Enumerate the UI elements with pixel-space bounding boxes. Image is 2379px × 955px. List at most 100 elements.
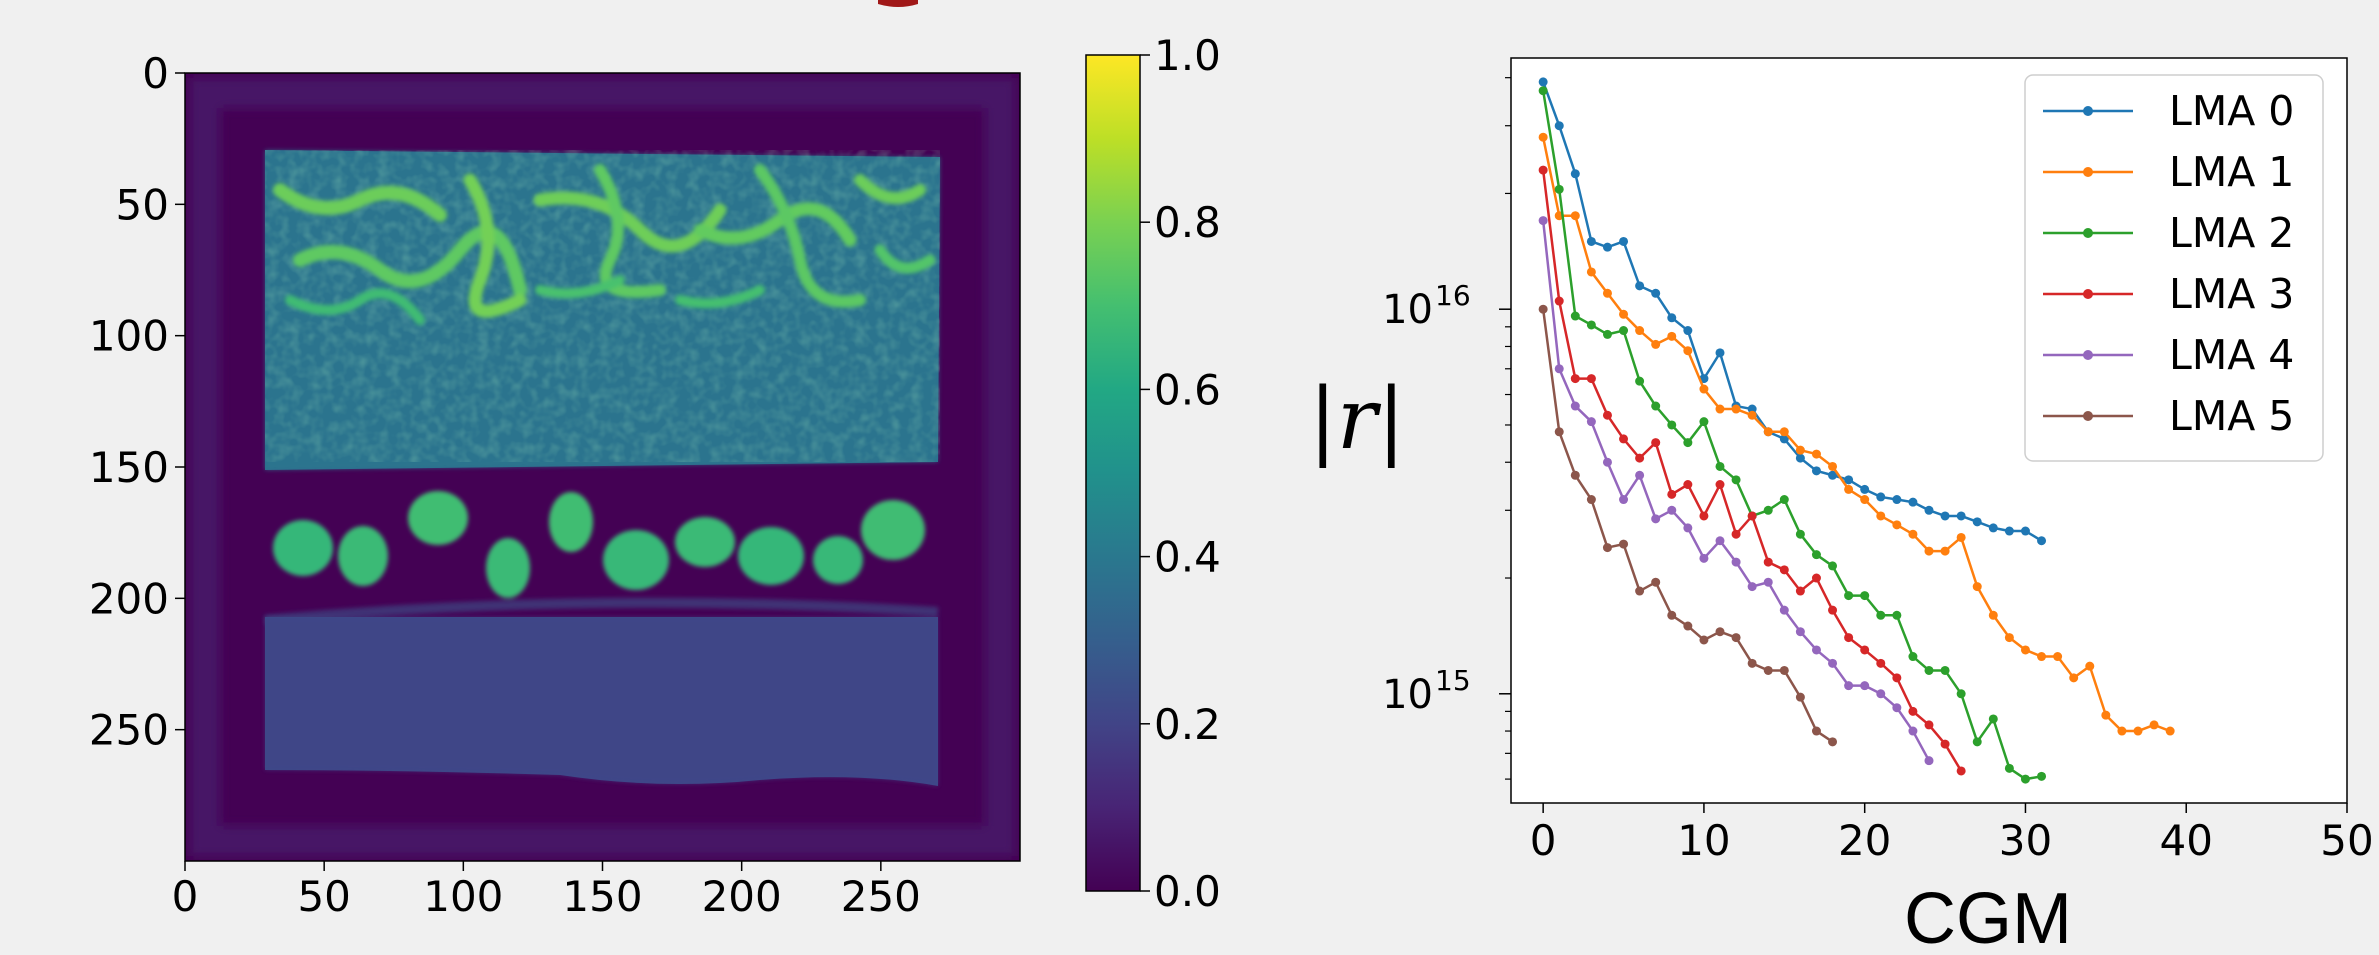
data-point-lma-2 [1763, 505, 1773, 515]
heatmap-y-tick-label: 50 [116, 180, 169, 229]
data-point-lma-0 [1972, 517, 1982, 527]
data-point-lma-3 [1570, 374, 1580, 384]
data-point-lma-4 [1635, 470, 1645, 480]
legend-label: LMA 2 [2169, 209, 2294, 257]
data-point-lma-3 [1602, 410, 1612, 420]
data-point-lma-0 [1795, 453, 1805, 463]
line-y-tick-base: 10 [1382, 287, 1433, 333]
data-point-lma-2 [1972, 737, 1982, 747]
data-point-lma-1 [2101, 710, 2111, 720]
data-point-lma-3 [1554, 296, 1564, 306]
data-point-lma-5 [1667, 610, 1677, 620]
data-point-lma-1 [1747, 410, 1757, 420]
heatmap-x-tick-label: 50 [297, 872, 350, 921]
data-point-lma-1 [1731, 404, 1741, 414]
data-point-lma-3 [1828, 605, 1838, 615]
data-point-lma-1 [2004, 633, 2014, 643]
data-point-lma-0 [1876, 492, 1886, 502]
data-point-lma-4 [1586, 417, 1596, 427]
data-point-lma-1 [2149, 720, 2159, 730]
data-point-lma-4 [1747, 582, 1757, 592]
data-point-lma-1 [1715, 404, 1725, 414]
data-point-lma-3 [1811, 573, 1821, 583]
data-point-lma-1 [2133, 726, 2143, 736]
data-point-lma-4 [1924, 756, 1934, 766]
data-point-lma-1 [2053, 652, 2063, 662]
data-point-lma-3 [1763, 557, 1773, 567]
data-point-lma-1 [2037, 652, 2047, 662]
data-point-lma-2 [1651, 401, 1661, 411]
data-point-lma-5 [1779, 665, 1789, 675]
heatmap-y-tick-label: 150 [89, 443, 169, 492]
data-point-lma-3 [1667, 489, 1677, 499]
lower-block [265, 617, 938, 786]
data-point-lma-0 [1715, 348, 1725, 358]
data-point-lma-1 [1828, 461, 1838, 471]
heatmap-panel: 0 50 100 150 200 250 0 50 100 150 200 250 [89, 49, 1021, 921]
data-point-lma-1 [2085, 661, 2095, 671]
title-remnant [878, 0, 918, 7]
data-point-lma-3 [1956, 766, 1966, 776]
data-point-lma-0 [1924, 505, 1934, 515]
data-point-lma-5 [1715, 627, 1725, 637]
data-point-lma-1 [1763, 427, 1773, 437]
data-point-lma-4 [1860, 681, 1870, 691]
data-point-lma-1 [1876, 511, 1886, 521]
data-point-lma-2 [1795, 529, 1805, 539]
series-line-lma-1 [1541, 136, 2171, 733]
data-point-lma-0 [2020, 526, 2030, 536]
data-point-lma-3 [1860, 645, 1870, 655]
data-point-lma-0 [1892, 495, 1902, 505]
data-point-lma-5 [1828, 737, 1838, 747]
data-point-lma-0 [1828, 470, 1838, 480]
data-point-lma-0 [1635, 281, 1645, 291]
data-point-lma-2 [1844, 591, 1854, 601]
data-point-lma-0 [1570, 169, 1580, 179]
data-point-lma-1 [1651, 339, 1661, 349]
data-point-lma-4 [1828, 658, 1838, 668]
heatmap-x-axis: 0 50 100 150 200 250 [172, 861, 921, 921]
data-point-lma-0 [2004, 526, 2014, 536]
data-point-lma-2 [1892, 610, 1902, 620]
data-point-lma-4 [1554, 364, 1564, 374]
dot-row [264, 491, 939, 625]
legend-label: LMA 1 [2169, 148, 2294, 196]
data-point-lma-3 [1635, 453, 1645, 463]
data-point-lma-3 [1683, 480, 1693, 490]
data-point-lma-0 [1602, 242, 1612, 252]
data-point-lma-0 [1956, 511, 1966, 521]
data-point-lma-1 [1811, 449, 1821, 459]
data-point-lma-3 [1876, 658, 1886, 668]
line-y-tick-base: 10 [1382, 672, 1433, 718]
data-point-lma-2 [1554, 184, 1564, 194]
data-point-lma-4 [1538, 216, 1548, 226]
heatmap-y-tick-label: 200 [89, 574, 169, 623]
data-point-lma-3 [1779, 565, 1789, 575]
data-point-lma-5 [1683, 621, 1693, 631]
data-point-lma-3 [1586, 374, 1596, 384]
data-point-lma-2 [1860, 591, 1870, 601]
data-point-lma-2 [1715, 461, 1725, 471]
data-point-lma-2 [1924, 665, 1934, 675]
data-point-lma-5 [1602, 543, 1612, 553]
data-point-lma-5 [1635, 586, 1645, 596]
heatmap-x-tick-label: 150 [562, 872, 642, 921]
data-point-lma-4 [1651, 514, 1661, 524]
data-point-lma-0 [1908, 497, 1918, 507]
data-point-lma-2 [1683, 438, 1693, 448]
data-point-lma-0 [1683, 326, 1693, 336]
data-point-lma-3 [1651, 438, 1661, 448]
data-point-lma-2 [1940, 665, 1950, 675]
data-point-lma-0 [1988, 523, 1998, 533]
data-point-lma-1 [1538, 132, 1548, 142]
colorbar-tick-label: 0.0 [1154, 867, 1221, 916]
data-point-lma-4 [1602, 457, 1612, 467]
line-x-tick-label: 40 [2160, 816, 2213, 865]
data-point-lma-2 [1602, 329, 1612, 339]
legend: LMA 0 LMA 1 LMA 2 LMA 3 LMA 4 LMA 5 [2024, 74, 2324, 462]
data-point-lma-0 [1667, 313, 1677, 323]
data-point-lma-2 [1779, 495, 1789, 505]
data-point-lma-1 [2117, 726, 2127, 736]
data-point-lma-4 [1876, 689, 1886, 699]
